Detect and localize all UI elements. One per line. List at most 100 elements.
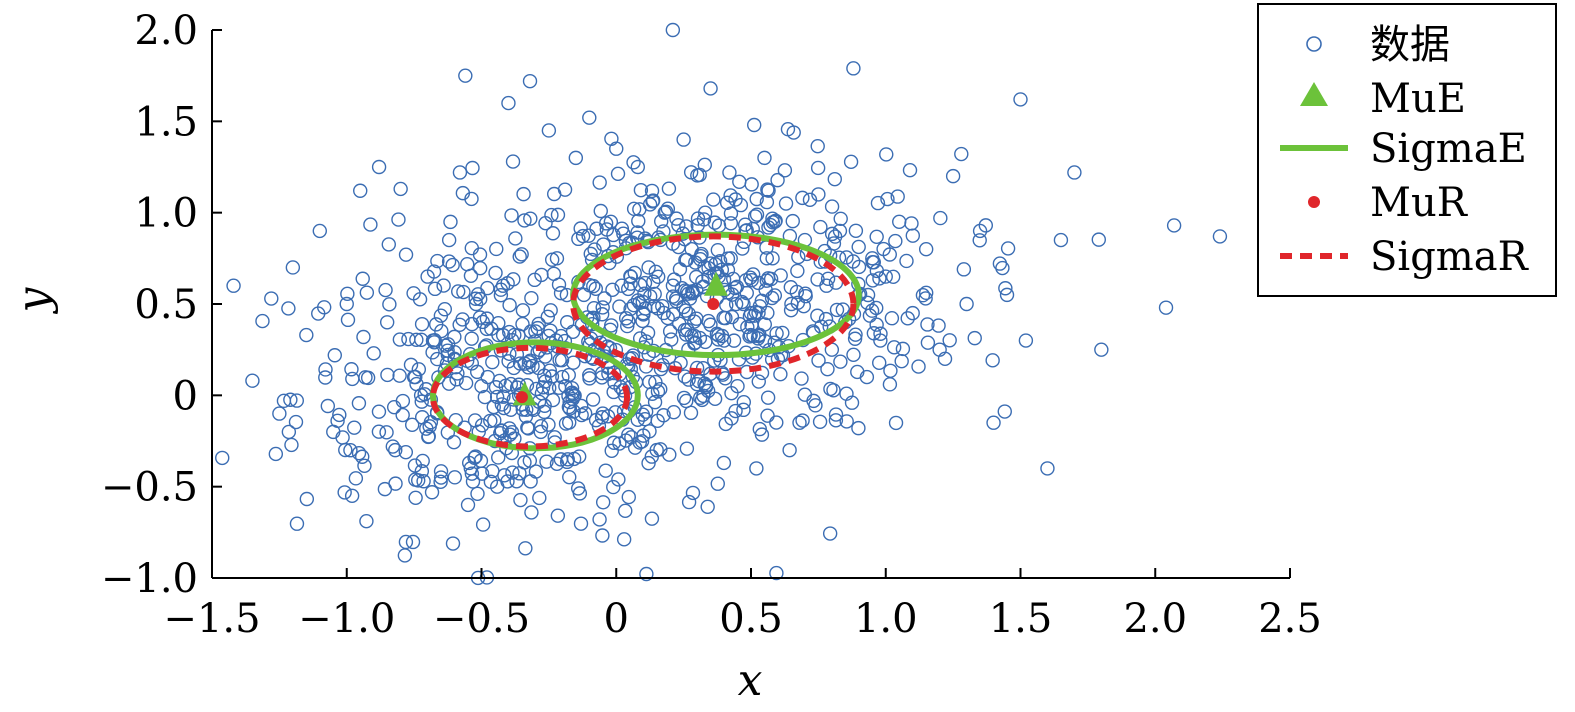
data-point — [767, 214, 783, 229]
data-point — [285, 260, 301, 275]
data-point — [606, 479, 621, 495]
data-point — [846, 254, 861, 269]
data-point — [497, 468, 512, 483]
data-point — [669, 294, 684, 309]
x-tick-label: 2.0 — [1123, 596, 1187, 642]
data-point — [479, 321, 494, 337]
data-point — [523, 474, 538, 489]
data-point — [407, 458, 423, 473]
data-point — [872, 355, 887, 371]
data-point — [358, 370, 373, 385]
data-point — [630, 159, 646, 175]
data-point — [890, 189, 905, 204]
data-point — [611, 472, 626, 487]
data-point — [464, 240, 479, 256]
data-point — [495, 328, 511, 343]
data-point — [824, 199, 840, 214]
data-point — [523, 211, 538, 226]
data-point — [937, 351, 953, 367]
data-point — [681, 306, 696, 321]
data-point — [820, 271, 836, 287]
data-point — [518, 541, 533, 556]
data-point — [724, 411, 739, 426]
data-point — [289, 516, 305, 531]
data-point — [687, 314, 702, 329]
data-point — [644, 183, 660, 199]
data-point — [618, 311, 634, 326]
data-point — [480, 280, 495, 296]
data-point — [502, 346, 517, 362]
data-point — [502, 427, 518, 442]
data-point — [703, 256, 718, 271]
data-point — [408, 490, 423, 506]
data-point — [452, 165, 468, 180]
data-point — [677, 283, 693, 298]
data-point — [728, 296, 744, 312]
data-point — [332, 407, 347, 423]
data-point — [351, 396, 367, 411]
data-point — [689, 282, 704, 298]
data-point — [846, 347, 861, 362]
data-point — [904, 216, 919, 231]
data-point — [765, 251, 780, 266]
data-point — [553, 452, 569, 467]
data-point — [320, 398, 336, 414]
data-point — [588, 412, 604, 428]
data-point — [839, 414, 854, 429]
data-point — [797, 387, 813, 402]
data-point — [537, 368, 552, 383]
data-point — [513, 492, 528, 508]
data-point — [441, 254, 457, 269]
legend-label-sigmar: SigmaR — [1370, 234, 1530, 280]
data-point — [596, 237, 611, 252]
data-point — [645, 194, 660, 209]
data-point — [318, 370, 333, 385]
mur-marker — [515, 391, 528, 404]
data-point — [630, 412, 645, 428]
data-point — [441, 232, 457, 248]
data-point — [640, 325, 656, 341]
data-point — [582, 110, 597, 125]
data-point — [541, 123, 557, 138]
data-point — [870, 195, 886, 211]
data-point — [441, 376, 457, 391]
data-point — [347, 420, 362, 435]
data-point — [604, 318, 619, 333]
data-point — [566, 388, 582, 404]
data-point — [754, 365, 770, 381]
data-point — [739, 285, 754, 301]
data-point — [829, 302, 845, 318]
data-point — [851, 420, 866, 436]
data-point — [876, 241, 891, 257]
data-point — [386, 399, 402, 415]
data-point — [421, 429, 436, 444]
legend-label-sigmae: SigmaE — [1370, 126, 1527, 172]
data-point — [724, 309, 740, 325]
data-point — [760, 408, 775, 423]
data-point — [388, 476, 403, 491]
data-point — [752, 421, 767, 437]
data-point — [775, 325, 790, 341]
data-point — [662, 324, 678, 339]
data-point — [757, 333, 773, 349]
data-point — [698, 334, 713, 350]
y-tick-label: 2.0 — [134, 8, 198, 54]
data-point — [565, 324, 581, 339]
data-point — [660, 201, 676, 216]
data-point — [728, 192, 743, 207]
data-point — [496, 389, 511, 404]
data-point — [445, 257, 460, 273]
x-axis-label: x — [738, 655, 763, 706]
data-point — [785, 213, 800, 229]
data-point — [920, 317, 935, 332]
data-point — [586, 278, 601, 294]
data-point — [635, 294, 650, 310]
data-point — [366, 346, 381, 361]
data-point — [404, 417, 420, 433]
data-point — [422, 419, 437, 434]
data-point — [847, 331, 863, 346]
data-point — [398, 444, 414, 460]
data-point — [869, 263, 885, 279]
data-point — [911, 359, 926, 374]
data-point — [642, 197, 658, 212]
